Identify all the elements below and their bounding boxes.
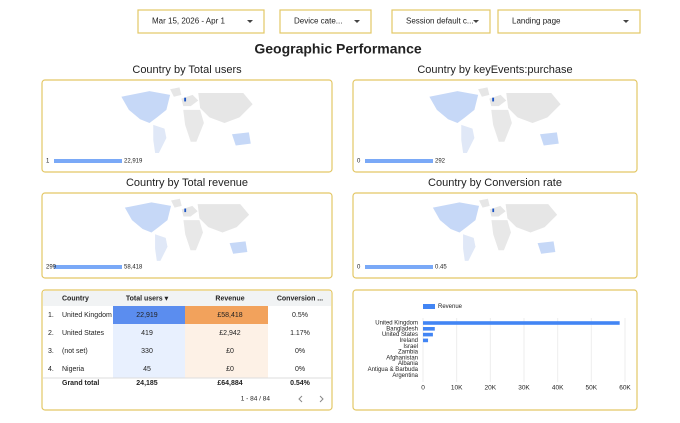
legend-label: Revenue bbox=[438, 304, 463, 310]
legend-gradient bbox=[54, 265, 122, 269]
map-title: Country by Total users bbox=[132, 64, 242, 76]
dropdown-arrow bbox=[473, 20, 479, 23]
x-tick-label: 50K bbox=[586, 385, 598, 392]
page-prev[interactable] bbox=[298, 395, 303, 403]
row-cell: 0% bbox=[295, 366, 305, 373]
legend-min: 299 bbox=[46, 265, 57, 271]
legend-gradient bbox=[54, 159, 122, 163]
row-country: United States bbox=[62, 330, 105, 337]
legend-max: 58,418 bbox=[124, 265, 143, 271]
users-cell bbox=[113, 342, 185, 360]
y-tick-label: Albania bbox=[398, 361, 419, 367]
y-tick-label: Argentina bbox=[392, 373, 418, 379]
filter-box[interactable] bbox=[137, 9, 265, 34]
filter-box[interactable] bbox=[497, 9, 641, 34]
x-tick-label: 60K bbox=[619, 385, 631, 392]
bar bbox=[423, 327, 435, 331]
row-number: 1. bbox=[48, 312, 54, 319]
row-cell: £2,942 bbox=[219, 330, 241, 337]
filter-box[interactable] bbox=[391, 9, 491, 34]
bar bbox=[423, 321, 620, 325]
map-title: Country by keyEvents:purchase bbox=[417, 64, 572, 76]
row-cell: 45 bbox=[143, 366, 151, 373]
filter-box[interactable] bbox=[279, 9, 372, 34]
row-country: (not set) bbox=[62, 348, 88, 355]
row-number: 2. bbox=[48, 330, 54, 337]
row-number: 3. bbox=[48, 348, 54, 355]
x-tick-label: 40K bbox=[552, 385, 564, 392]
x-tick-label: 10K bbox=[451, 385, 463, 392]
row-cell: £0 bbox=[226, 348, 234, 355]
filter-label: Landing page bbox=[512, 17, 561, 26]
page-title: Geographic Performance bbox=[254, 41, 421, 57]
row-cell: 1.17% bbox=[290, 330, 310, 337]
page-next[interactable] bbox=[319, 395, 324, 403]
row-cell: 22,919 bbox=[136, 312, 158, 319]
bar bbox=[423, 338, 429, 343]
x-tick-label: 20K bbox=[485, 385, 497, 392]
y-tick-label: Afghanistan bbox=[386, 355, 418, 361]
legend-max: 22,919 bbox=[124, 159, 143, 165]
total-cell: £64,884 bbox=[217, 380, 242, 387]
y-tick-label: United Kingdom bbox=[375, 321, 418, 327]
table-header: Revenue bbox=[215, 295, 244, 302]
total-cell: 0.54% bbox=[290, 380, 311, 387]
row-country: Nigeria bbox=[62, 366, 84, 373]
row-cell: £0 bbox=[226, 366, 234, 373]
users-cell bbox=[113, 360, 185, 378]
y-tick-label: Ireland bbox=[400, 338, 418, 344]
legend-max: 0.45 bbox=[435, 265, 447, 271]
bar-panel bbox=[352, 289, 638, 411]
dropdown-arrow bbox=[623, 20, 629, 23]
revenue-cell bbox=[185, 324, 268, 342]
row-cell: 419 bbox=[141, 330, 153, 337]
total-cell: 24,185 bbox=[136, 380, 158, 387]
legend-max: 292 bbox=[435, 159, 446, 165]
revenue-cell bbox=[185, 306, 268, 324]
row-cell: £58,418 bbox=[217, 312, 242, 319]
table-header: Total users ▾ bbox=[126, 295, 169, 302]
row-number: 4. bbox=[48, 366, 54, 373]
legend-min: 0 bbox=[357, 159, 361, 165]
users-cell bbox=[113, 306, 185, 324]
y-tick-label: Bangladesh bbox=[386, 326, 418, 332]
dropdown-arrow bbox=[247, 20, 253, 23]
table-header-bg bbox=[43, 291, 331, 306]
y-tick-label: United States bbox=[382, 332, 418, 338]
filter-label: Mar 15, 2026 - Apr 1 bbox=[152, 17, 225, 26]
row-cell: 0% bbox=[295, 348, 305, 355]
legend-swatch bbox=[423, 304, 435, 309]
legend-gradient bbox=[365, 159, 433, 163]
y-tick-label: Israel bbox=[403, 344, 418, 350]
legend-min: 0 bbox=[357, 265, 361, 271]
dropdown-arrow bbox=[354, 20, 360, 23]
revenue-cell bbox=[185, 360, 268, 378]
total-label: Grand total bbox=[62, 380, 99, 387]
x-tick-label: 0 bbox=[421, 385, 425, 392]
table-header: Country bbox=[62, 295, 89, 302]
legend-gradient bbox=[365, 265, 433, 269]
filter-label: Device cate... bbox=[294, 17, 342, 26]
revenue-cell bbox=[185, 342, 268, 360]
map-title: Country by Conversion rate bbox=[428, 177, 562, 189]
map-title: Country by Total revenue bbox=[126, 177, 248, 189]
legend-min: 1 bbox=[46, 159, 50, 165]
row-country: United Kingdom bbox=[62, 312, 112, 319]
y-tick-label: Zambia bbox=[398, 350, 419, 356]
y-tick-label: Antigua & Barbuda bbox=[368, 367, 419, 373]
bar bbox=[423, 332, 433, 337]
filter-label: Session default c... bbox=[406, 17, 474, 26]
x-tick-label: 30K bbox=[518, 385, 530, 392]
table-header: Conversion ... bbox=[277, 295, 323, 302]
pagination: 1 - 84 / 84 bbox=[241, 396, 271, 403]
row-cell: 330 bbox=[141, 348, 153, 355]
users-cell bbox=[113, 324, 185, 342]
row-cell: 0.5% bbox=[292, 312, 308, 319]
